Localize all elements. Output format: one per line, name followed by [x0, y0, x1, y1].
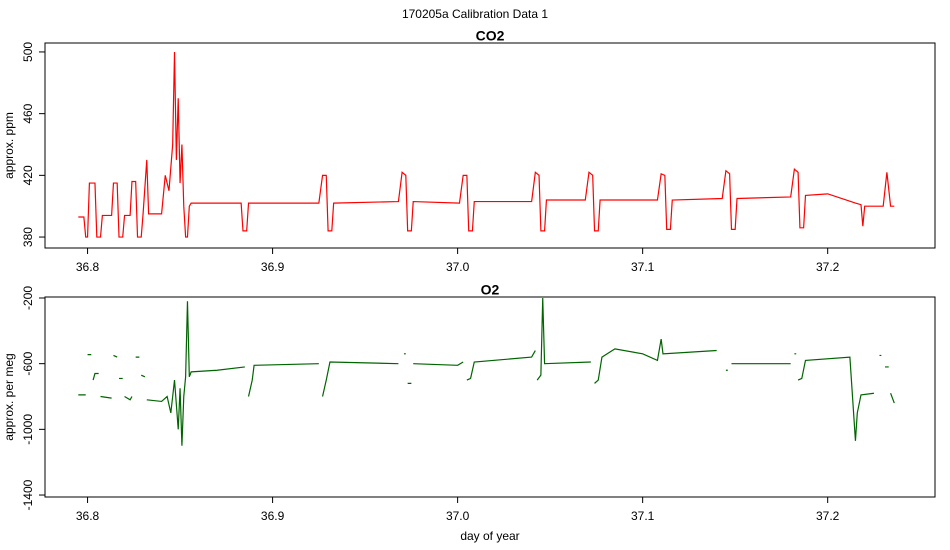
x-tick-label: 37.1: [631, 260, 655, 274]
y-tick-label: 380: [21, 227, 35, 247]
y-tick-label: 500: [21, 42, 35, 62]
x-tick-label: 36.8: [76, 509, 100, 523]
x-tick-label: 37.2: [816, 260, 840, 274]
y-tick-label: -200: [21, 286, 35, 310]
x-tick-label: 37.2: [816, 509, 840, 523]
data-line: [78, 51, 895, 238]
y-tick-label: -600: [21, 351, 35, 375]
x-tick-label: 37.1: [631, 509, 655, 523]
y-axis-label: approx. ppm: [2, 112, 16, 179]
y-tick-label: 420: [21, 165, 35, 185]
x-tick-label: 37.0: [446, 260, 470, 274]
figure-title: 170205a Calibration Data 1: [402, 7, 548, 21]
data-line: [78, 297, 895, 446]
plot-frame: [44, 296, 936, 498]
plot-frame: [44, 42, 936, 249]
y-tick-label: 460: [21, 103, 35, 123]
x-tick-label: 36.9: [261, 260, 285, 274]
x-tick-label: 36.8: [76, 260, 100, 274]
x-axis-label: day of year: [460, 529, 519, 543]
x-tick-label: 37.0: [446, 509, 470, 523]
y-tick-label: -1400: [21, 479, 35, 510]
panel-title: O2: [481, 282, 500, 298]
y-tick-label: -1000: [21, 414, 35, 445]
panel-title: CO2: [476, 28, 505, 44]
y-axis-label: approx. per meg: [2, 353, 16, 440]
x-tick-label: 36.9: [261, 509, 285, 523]
